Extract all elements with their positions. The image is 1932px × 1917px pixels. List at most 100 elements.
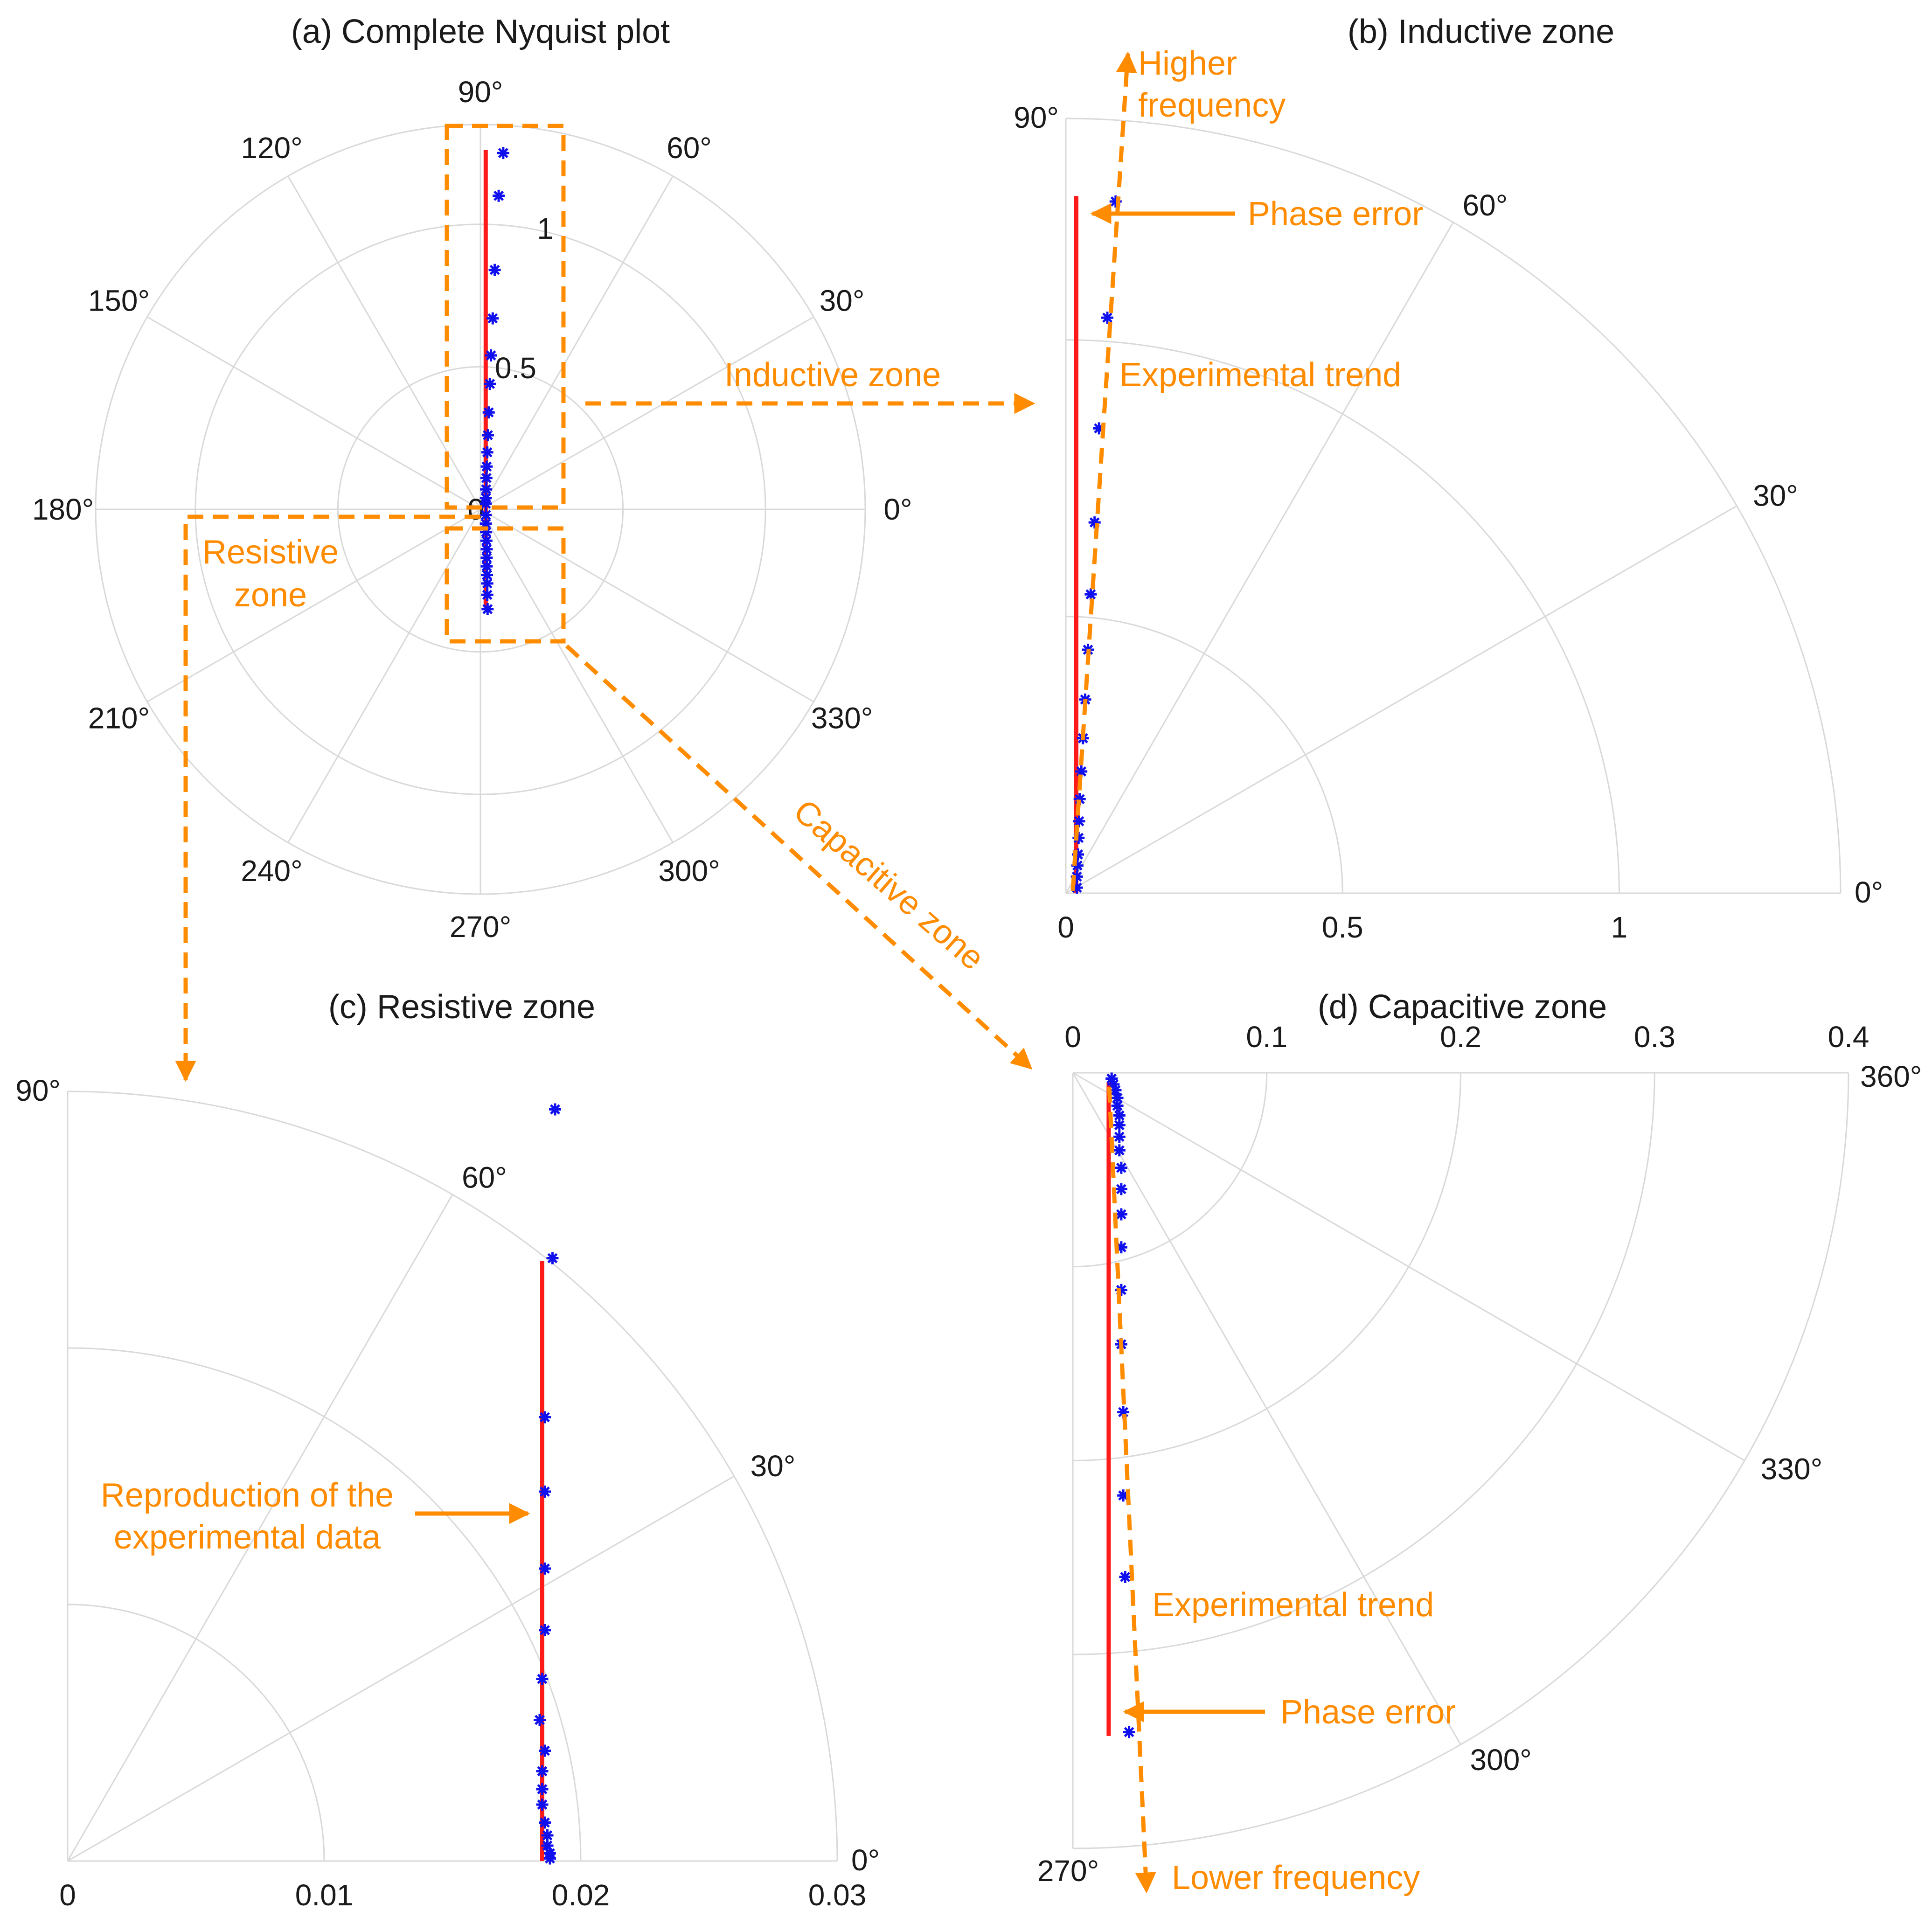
grid-arc (67, 1347, 582, 1861)
panel-c-grid (67, 1090, 838, 1862)
radial-tick-label: 0.2 (1440, 1020, 1481, 1054)
angle-tick-label: 330° (1761, 1452, 1822, 1486)
angle-tick-label: 30° (751, 1449, 796, 1483)
experimental-point (539, 1486, 551, 1498)
experimental-point (485, 349, 497, 361)
panel-a-title: (a) Complete Nyquist plot (291, 13, 670, 50)
panel-d: (d) Capacitive zone 270° 300° 330° 360° 0 0.… (1037, 988, 1922, 1896)
experimental-point-stroke (481, 535, 492, 546)
experimental-point-stroke (545, 1853, 555, 1864)
grid-arc (1072, 1072, 1268, 1268)
experimental-point-stroke (1112, 1100, 1123, 1111)
experimental-point (536, 1673, 549, 1685)
experimental-point-stroke (1074, 816, 1084, 827)
experimental-point-stroke (1089, 517, 1100, 528)
angle-tick-label: 210° (88, 702, 150, 735)
grid-arc (1072, 1072, 1461, 1461)
grid-arc (67, 1090, 838, 1861)
angle-tick-label: 360° (1860, 1060, 1922, 1093)
grid-spoke (480, 316, 814, 510)
experimental-point-stroke (481, 472, 492, 483)
grid-spoke (67, 1475, 735, 1862)
experimental-point (539, 1744, 551, 1757)
angle-tick-label: 150° (88, 284, 150, 318)
angle-tick-label: 270° (450, 910, 511, 944)
phase-error-label-d: Phase error (1280, 1694, 1456, 1731)
experimental-point-stroke (1116, 1162, 1126, 1173)
experimental-point (480, 509, 492, 521)
experimental-point (1113, 1144, 1126, 1157)
radial-tick-label: 1 (1611, 910, 1628, 944)
panel-b-experimental-points (1070, 195, 1122, 894)
experimental-point-stroke (482, 570, 493, 580)
radial-tick-label: 0.02 (552, 1878, 610, 1912)
higher-frequency-trend-arrow (1070, 51, 1137, 891)
angle-tick-label: 90° (15, 1074, 61, 1107)
grid-arc (67, 1604, 325, 1861)
experimental-point (1088, 516, 1101, 529)
experimental-point (1115, 1183, 1127, 1195)
experimental-point-stroke (480, 498, 491, 509)
angle-tick-label: 300° (658, 854, 720, 888)
panel-d-title: (d) Capacitive zone (1318, 988, 1607, 1026)
panel-c: (c) Resistive zone 0° 30° 60° 90° 0 0.01 0.02… (15, 988, 880, 1912)
experimental-point (539, 1563, 551, 1575)
experimental-point (536, 1765, 549, 1778)
angle-tick-label: 270° (1037, 1854, 1099, 1888)
experimental-point-stroke (535, 1715, 545, 1725)
experimental-point (481, 577, 493, 590)
angle-tick-label: 300° (1470, 1743, 1532, 1777)
angle-tick-label: 120° (241, 131, 302, 165)
grid-arc-outer (1065, 118, 1842, 894)
experimental-trend-label-b: Experimental trend (1119, 356, 1401, 394)
panel-d-grid (1072, 1072, 1849, 1849)
experimental-point-stroke (1114, 1110, 1125, 1121)
radial-tick-label: 0.01 (295, 1878, 354, 1912)
grid-arc (1072, 1072, 1849, 1849)
angle-tick-label: 90° (458, 75, 503, 109)
panel-a-angle-labels: 0° 30° 60° 90° 120° 150° 180° 210° 240° 270° 300° 3… (32, 75, 912, 944)
experimental-point-stroke (540, 1563, 550, 1574)
experimental-point-stroke (1116, 1184, 1126, 1195)
angle-tick-label: 60° (667, 131, 712, 165)
panel-b-grid (1065, 118, 1842, 894)
experimental-point-stroke (498, 148, 508, 159)
lower-frequency-label: Lower frequency (1172, 1859, 1420, 1896)
grid-spoke (1072, 1072, 1745, 1461)
radial-tick-label: 1 (537, 212, 554, 245)
experimental-point (480, 472, 493, 484)
panel-b-angle-labels: 0° 30° 60° 90° (1014, 101, 1883, 909)
grid-spoke (1072, 1072, 1461, 1745)
experimental-point (544, 1852, 556, 1865)
experimental-point-stroke (483, 407, 494, 418)
inductive-zone-box (445, 124, 566, 510)
experimental-point-stroke (540, 1412, 550, 1423)
experimental-point-stroke (1073, 833, 1084, 843)
angle-tick-label: 240° (241, 854, 302, 888)
capacitive-zone-box (445, 526, 566, 644)
experimental-point-stroke (542, 1841, 553, 1851)
panel-c-angle-labels: 0° 30° 60° 90° (15, 1074, 880, 1877)
experimental-point (481, 603, 494, 615)
experimental-point (497, 147, 509, 160)
experimental-point-stroke (1102, 313, 1112, 323)
experimental-point (539, 1624, 551, 1636)
panel-a-experimental-points (480, 147, 509, 615)
grid-spoke (480, 508, 814, 702)
grid-spoke (480, 175, 674, 510)
radial-tick-label: 0.1 (1246, 1020, 1287, 1054)
experimental-point-stroke (481, 544, 492, 555)
experimental-point-stroke (1112, 1093, 1123, 1103)
angle-tick-label: 90° (1014, 101, 1059, 134)
experimental-point-stroke (540, 1486, 550, 1497)
reproduction-label-line2: experimental data (114, 1519, 381, 1556)
grid-spoke (1065, 222, 1454, 894)
angle-tick-label: 330° (811, 702, 873, 735)
resistive-zone-bracket (175, 514, 480, 1082)
grid-arc (1065, 616, 1343, 894)
grid-arc (1072, 1072, 1655, 1655)
radial-tick-label: 0.03 (808, 1878, 867, 1912)
radial-tick-label: 0 (1064, 1020, 1081, 1054)
panel-a-radial-tick-labels: 00.51 (467, 212, 554, 526)
panel-c-experimental-points (534, 1103, 561, 1865)
